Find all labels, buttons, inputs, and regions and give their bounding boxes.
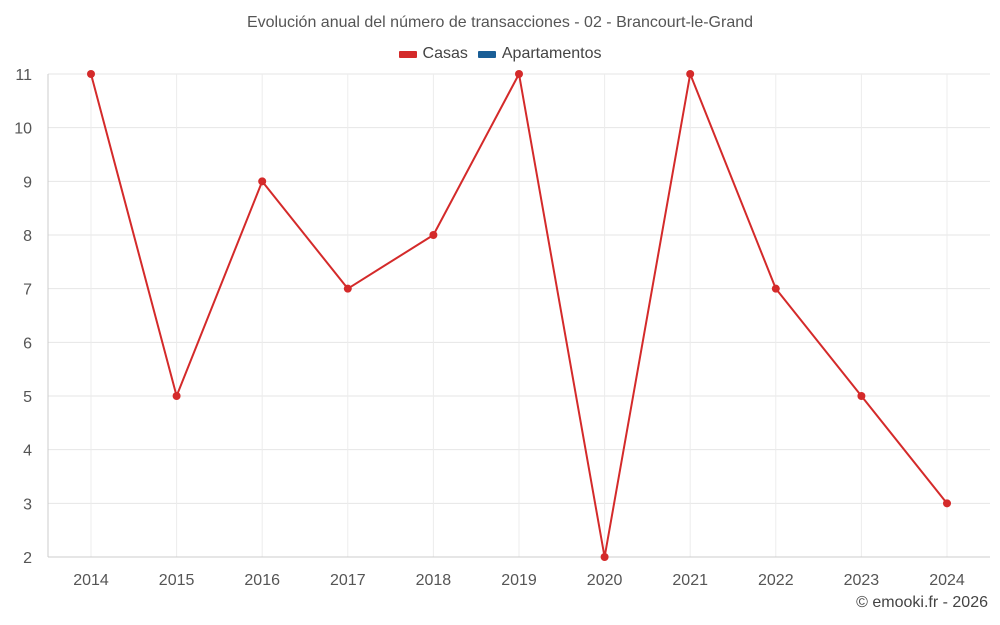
- y-tick-label: 6: [23, 335, 32, 352]
- x-tick-label: 2024: [929, 572, 965, 589]
- x-tick-label: 2019: [501, 572, 537, 589]
- y-tick-label: 8: [23, 228, 32, 245]
- legend: Casas Apartamentos: [0, 45, 1000, 63]
- y-tick-label: 3: [23, 496, 32, 513]
- data-point-casas-2018: [429, 231, 438, 239]
- data-point-casas-2016: [258, 177, 267, 186]
- data-point-casas-2017: [343, 284, 352, 293]
- credit-text: © emooki.fr - 2026: [856, 594, 988, 611]
- data-point-casas-2021: [686, 70, 695, 78]
- x-tick-label: 2018: [416, 572, 452, 589]
- x-tick-label: 2017: [330, 572, 366, 589]
- y-tick-label: 10: [14, 121, 32, 138]
- data-point-casas-2015: [172, 392, 181, 400]
- x-tick-label: 2021: [672, 572, 708, 589]
- axes: 2 3 4 5 6 7 8 9 10 11 2014 2015 2016 2017 2018 2019 2020…: [14, 67, 990, 589]
- x-tick-label: 2016: [244, 572, 280, 589]
- x-tick-label: 2015: [159, 572, 195, 589]
- legend-item-apartamentos[interactable]: Apartamentos: [477, 45, 602, 63]
- x-tick-label: 2022: [758, 572, 794, 589]
- legend-label-casas: Casas: [422, 45, 468, 62]
- data-point-casas-2022: [771, 284, 780, 293]
- x-tick-label: 2020: [587, 572, 623, 589]
- grid: [48, 73, 990, 558]
- legend-swatch-casas: [398, 50, 417, 58]
- data-point-casas-2019: [515, 70, 523, 78]
- y-tick-label: 2: [23, 550, 32, 567]
- chart-title: Evolución anual del número de transaccio…: [246, 14, 754, 31]
- y-tick-label: 5: [23, 389, 32, 406]
- y-tick-label: 11: [15, 67, 32, 84]
- y-tick-label: 7: [23, 282, 32, 299]
- data-point-casas-2023: [857, 392, 866, 400]
- x-tick-label: 2014: [73, 572, 109, 589]
- data-point-casas-2024: [943, 499, 951, 508]
- data-point-casas-2020: [600, 553, 609, 561]
- legend-swatch-apartamentos: [477, 50, 496, 58]
- y-tick-label: 4: [23, 443, 32, 460]
- series: [87, 70, 951, 561]
- legend-label-apartamentos: Apartamentos: [501, 45, 602, 62]
- y-tick-label: 9: [23, 174, 32, 191]
- data-point-casas-2014: [87, 70, 95, 78]
- x-tick-label: 2023: [844, 572, 880, 589]
- legend-item-casas[interactable]: Casas: [398, 45, 468, 63]
